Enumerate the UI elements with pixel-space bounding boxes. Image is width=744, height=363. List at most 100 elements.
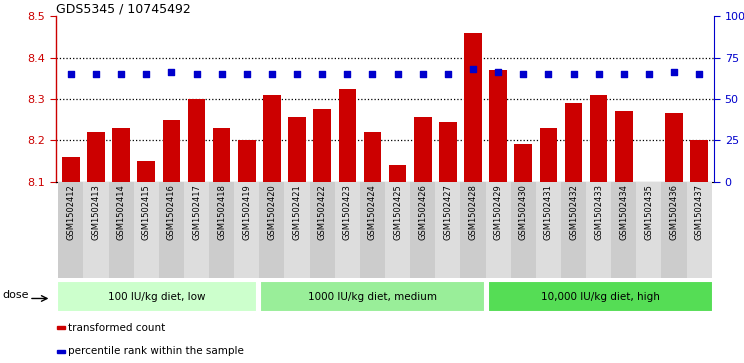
Bar	[234, 182, 260, 278]
Bar	[335, 182, 360, 278]
Bar	[209, 182, 234, 278]
FancyBboxPatch shape	[260, 281, 485, 312]
Point	[241, 71, 253, 77]
Bar	[109, 182, 134, 278]
Bar	[184, 182, 209, 278]
Point	[316, 71, 328, 77]
Bar	[158, 182, 184, 278]
Bar	[514, 144, 532, 182]
Text: GSM1502425: GSM1502425	[393, 184, 402, 240]
Text: GSM1502413: GSM1502413	[92, 184, 100, 240]
Text: GSM1502428: GSM1502428	[469, 184, 478, 240]
Point	[417, 71, 429, 77]
Bar	[364, 132, 381, 182]
Point	[291, 71, 303, 77]
Bar	[590, 95, 607, 182]
Text: GSM1502432: GSM1502432	[569, 184, 578, 240]
Point	[165, 70, 177, 76]
Bar	[687, 182, 712, 278]
Point	[90, 71, 102, 77]
Text: GSM1502426: GSM1502426	[418, 184, 427, 240]
Text: GSM1502417: GSM1502417	[192, 184, 201, 240]
Point	[341, 71, 353, 77]
Point	[115, 71, 127, 77]
Text: GSM1502434: GSM1502434	[619, 184, 628, 240]
Text: 1000 IU/kg diet, medium: 1000 IU/kg diet, medium	[308, 292, 437, 302]
Text: GSM1502421: GSM1502421	[292, 184, 301, 240]
Bar	[439, 122, 457, 182]
Point	[668, 70, 680, 76]
Text: GSM1502412: GSM1502412	[66, 184, 75, 240]
Bar	[260, 182, 284, 278]
Bar	[58, 182, 83, 278]
Text: transformed count: transformed count	[68, 323, 166, 333]
Bar	[138, 161, 155, 182]
Point	[643, 71, 655, 77]
Bar	[57, 326, 65, 329]
Text: GSM1502418: GSM1502418	[217, 184, 226, 240]
Bar	[134, 182, 158, 278]
Bar	[83, 182, 109, 278]
Bar	[62, 157, 80, 182]
Bar	[238, 140, 256, 182]
Bar	[112, 128, 130, 182]
Bar	[163, 119, 180, 182]
Bar	[615, 111, 632, 182]
Bar	[360, 182, 385, 278]
Text: GSM1502423: GSM1502423	[343, 184, 352, 240]
Bar	[561, 182, 586, 278]
Text: GSM1502419: GSM1502419	[243, 184, 251, 240]
Point	[693, 71, 705, 77]
Text: GSM1502429: GSM1502429	[493, 184, 503, 240]
Bar	[414, 118, 432, 182]
Bar	[310, 182, 335, 278]
Bar	[87, 132, 105, 182]
Point	[542, 71, 554, 77]
Bar	[288, 118, 306, 182]
Text: GSM1502420: GSM1502420	[267, 184, 277, 240]
Bar	[435, 182, 461, 278]
Bar	[665, 113, 683, 182]
Point	[367, 71, 379, 77]
Bar	[385, 182, 410, 278]
Bar	[410, 182, 435, 278]
Bar	[536, 182, 561, 278]
Text: GSM1502415: GSM1502415	[142, 184, 151, 240]
Bar	[539, 128, 557, 182]
Point	[467, 66, 479, 72]
Point	[442, 71, 454, 77]
Bar	[510, 182, 536, 278]
Point	[190, 71, 202, 77]
Text: GSM1502427: GSM1502427	[443, 184, 452, 240]
Bar	[263, 95, 280, 182]
Text: GSM1502430: GSM1502430	[519, 184, 527, 240]
Point	[391, 71, 403, 77]
Text: GSM1502431: GSM1502431	[544, 184, 553, 240]
Text: GSM1502435: GSM1502435	[644, 184, 653, 240]
Point	[568, 71, 580, 77]
Point	[141, 71, 153, 77]
Bar	[57, 350, 65, 353]
Text: GSM1502416: GSM1502416	[167, 184, 176, 240]
Bar	[565, 103, 583, 182]
Bar	[490, 70, 507, 182]
Point	[618, 71, 629, 77]
Text: dose: dose	[3, 290, 29, 300]
Point	[216, 71, 228, 77]
FancyBboxPatch shape	[57, 281, 257, 312]
Bar	[339, 89, 356, 182]
Point	[493, 70, 504, 76]
Bar	[690, 140, 708, 182]
Point	[266, 71, 278, 77]
Bar	[586, 182, 612, 278]
Bar	[389, 165, 406, 182]
Text: percentile rank within the sample: percentile rank within the sample	[68, 346, 244, 356]
Bar	[213, 128, 231, 182]
Bar	[661, 182, 687, 278]
Bar	[284, 182, 310, 278]
Point	[593, 71, 605, 77]
Text: GSM1502433: GSM1502433	[594, 184, 603, 240]
Bar	[461, 182, 486, 278]
Text: GSM1502437: GSM1502437	[695, 184, 704, 240]
Point	[65, 71, 77, 77]
